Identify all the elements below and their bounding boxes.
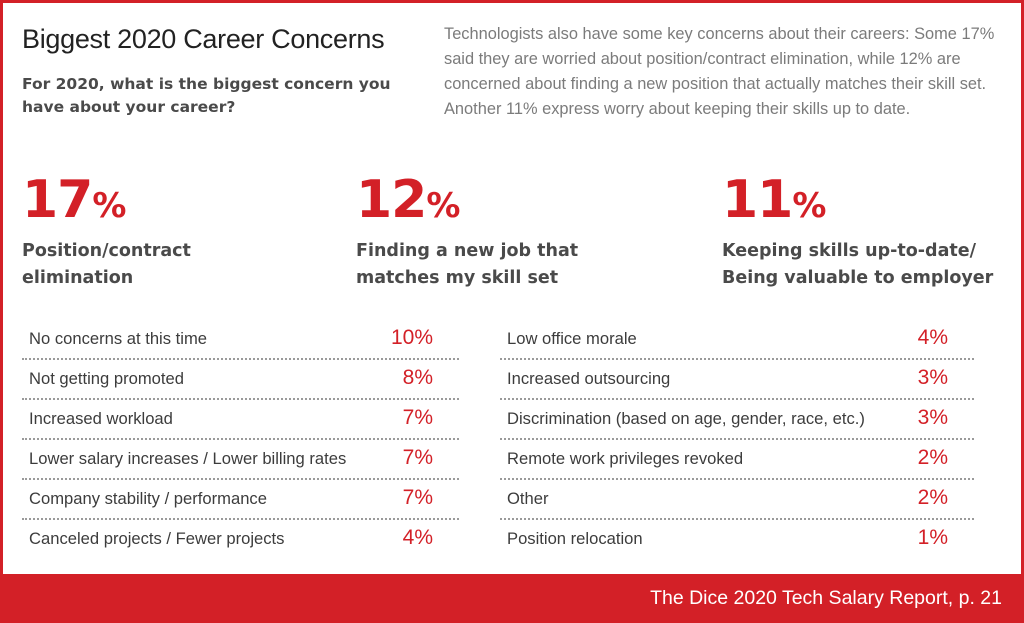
list-item: Not getting promoted 8% <box>22 360 459 400</box>
concern-label: Other <box>507 489 549 508</box>
concern-value: 3% <box>917 366 948 389</box>
top-concern-number: 17 <box>22 170 93 230</box>
list-item: Company stability / performance 7% <box>22 480 459 520</box>
top-concern-label: Finding a new job that matches my skill … <box>356 241 579 288</box>
list-item: Discrimination (based on age, gender, ra… <box>500 400 974 440</box>
top-concern-value: 12% <box>356 170 686 236</box>
source-citation: The Dice 2020 Tech Salary Report, p. 21 <box>650 587 1002 609</box>
concerns-list-left: No concerns at this time 10% Not getting … <box>22 320 459 560</box>
list-item: Increased outsourcing 3% <box>500 360 974 400</box>
list-item: No concerns at this time 10% <box>22 320 459 360</box>
list-item: Canceled projects / Fewer projects 4% <box>22 520 459 560</box>
concern-value: 7% <box>402 406 433 429</box>
concern-label: Not getting promoted <box>29 369 184 388</box>
top-concern-1: 17% Position/contract elimination <box>22 170 322 292</box>
concern-label: Low office morale <box>507 329 637 348</box>
list-item: Low office morale 4% <box>500 320 974 360</box>
top-concern-label: Keeping skills up-to-date/ Being valuabl… <box>722 241 994 288</box>
concern-label: Increased workload <box>29 409 173 428</box>
concern-label: No concerns at this time <box>29 329 207 348</box>
concern-value: 4% <box>917 326 948 349</box>
top-concern-label: Position/contract elimination <box>22 241 191 288</box>
survey-question: For 2020, what is the biggest concern yo… <box>22 75 391 116</box>
concern-label: Increased outsourcing <box>507 369 671 388</box>
concern-value: 3% <box>917 406 948 429</box>
concern-label: Lower salary increases / Lower billing r… <box>29 449 347 468</box>
top-concern-3: 11% Keeping skills up-to-date/ Being val… <box>722 170 1012 292</box>
intro-paragraph: Technologists also have some key concern… <box>444 25 995 118</box>
concerns-list-right: Low office morale 4% Increased outsourcin… <box>500 320 974 560</box>
footer-bar: The Dice 2020 Tech Salary Report, p. 21 <box>0 574 1024 623</box>
list-item: Lower salary increases / Lower billing r… <box>22 440 459 480</box>
list-item: Increased workload 7% <box>22 400 459 440</box>
concern-value: 7% <box>402 486 433 509</box>
concern-value: 8% <box>402 366 433 389</box>
concern-value: 2% <box>917 446 948 469</box>
top-concern-number: 12 <box>356 170 427 230</box>
concern-value: 7% <box>402 446 433 469</box>
top-concern-value: 11% <box>722 170 1012 236</box>
top-concern-2: 12% Finding a new job that matches my sk… <box>356 170 686 292</box>
concern-value: 10% <box>390 326 433 349</box>
concern-value: 4% <box>402 526 433 549</box>
concern-label: Canceled projects / Fewer projects <box>29 529 285 548</box>
page-title: Biggest 2020 Career Concerns <box>22 24 385 54</box>
top-concern-unit: % <box>792 186 827 226</box>
concern-label: Discrimination (based on age, gender, ra… <box>507 409 865 428</box>
concern-label: Position relocation <box>507 529 643 548</box>
list-item: Remote work privileges revoked 2% <box>500 440 974 480</box>
list-item: Position relocation 1% <box>500 520 974 560</box>
top-concern-unit: % <box>426 186 461 226</box>
concern-label: Remote work privileges revoked <box>507 449 744 468</box>
concern-value: 1% <box>917 526 948 549</box>
top-concern-unit: % <box>92 186 127 226</box>
top-concern-number: 11 <box>722 170 793 230</box>
concern-value: 2% <box>917 486 948 509</box>
concern-label: Company stability / performance <box>29 489 267 508</box>
top-concern-value: 17% <box>22 170 322 236</box>
list-item: Other 2% <box>500 480 974 520</box>
